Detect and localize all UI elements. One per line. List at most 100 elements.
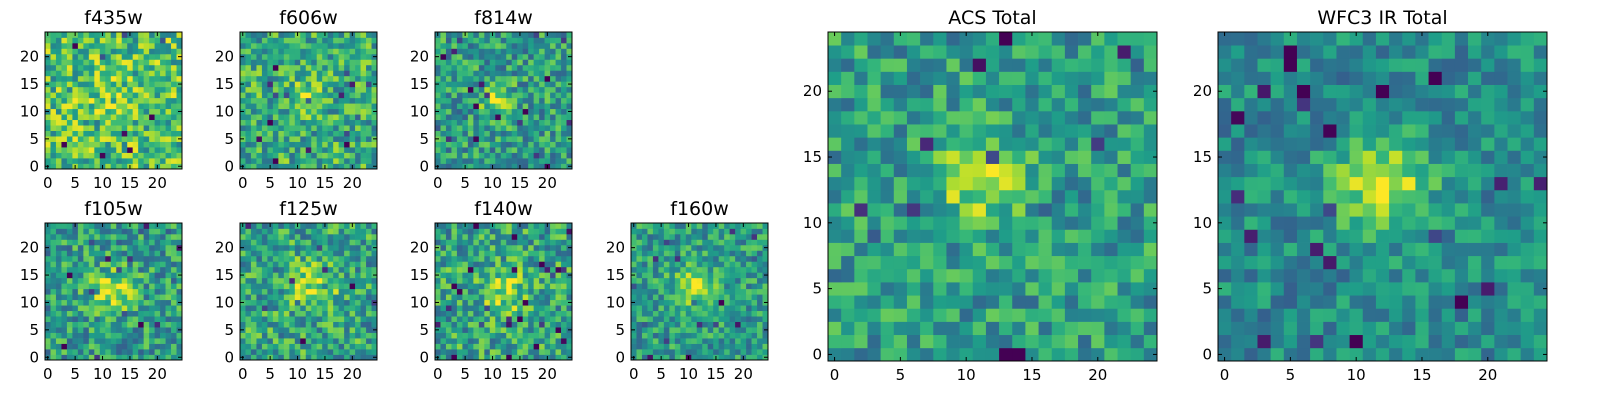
heatmap-cell <box>272 239 279 246</box>
heatmap-cell <box>77 114 84 121</box>
heatmap-cell <box>685 321 692 328</box>
heatmap-cell <box>674 255 681 262</box>
heatmap-cell <box>451 239 458 246</box>
heatmap-cell <box>550 64 556 71</box>
heatmap-cell <box>110 288 117 295</box>
heatmap-cell <box>735 266 741 273</box>
heatmap-cell <box>1104 216 1118 230</box>
heatmap-cell <box>718 233 725 240</box>
heatmap-cell <box>500 239 507 246</box>
heatmap-cell <box>283 327 290 333</box>
heatmap-cell <box>72 272 79 279</box>
heatmap-cell <box>349 233 356 240</box>
heatmap-cell <box>1130 295 1145 309</box>
heatmap-cell <box>154 299 161 306</box>
heatmap-cell <box>985 268 1000 283</box>
heatmap-cell <box>256 70 263 77</box>
heatmap-cell <box>110 316 117 322</box>
heatmap-cell <box>83 37 90 44</box>
heatmap-cell <box>245 103 252 110</box>
heatmap-cell <box>506 86 513 93</box>
heatmap-cell <box>1117 176 1132 191</box>
heatmap-cell <box>636 228 643 235</box>
heatmap-cell <box>696 332 703 339</box>
heatmap-cell <box>272 53 279 60</box>
heatmap-cell <box>283 108 290 115</box>
heatmap-cell <box>478 272 485 279</box>
heatmap-cell <box>66 64 73 71</box>
heatmap-cell <box>451 130 458 137</box>
heatmap-cell <box>1091 203 1105 217</box>
heatmap-cell <box>946 229 960 243</box>
heatmap-cell <box>740 255 747 262</box>
heatmap-cell <box>327 48 334 55</box>
heatmap-cell <box>165 294 172 301</box>
heatmap-cell <box>533 92 540 99</box>
heatmap-cell <box>544 70 551 77</box>
heatmap-cell <box>349 266 356 273</box>
heatmap-cell <box>83 349 90 355</box>
heatmap-cell <box>511 75 518 82</box>
x-tick-label: 5 <box>460 365 470 383</box>
heatmap-cell <box>691 310 698 317</box>
heatmap-cell <box>740 349 747 355</box>
heatmap-cell <box>83 316 90 322</box>
heatmap-cell <box>959 189 974 204</box>
x-tick-label: 15 <box>510 365 529 383</box>
heatmap-cell <box>45 125 51 131</box>
heatmap-cell <box>50 327 57 333</box>
heatmap-cell <box>316 299 323 306</box>
heatmap-cell <box>72 152 79 159</box>
heatmap-cell <box>999 321 1013 336</box>
heatmap-cell <box>127 283 134 290</box>
heatmap-cell <box>533 48 540 55</box>
heatmap-cell <box>724 316 730 322</box>
heatmap-cell <box>985 229 1000 243</box>
heatmap-cell <box>316 223 323 229</box>
heatmap-cell <box>45 316 51 322</box>
heatmap-cell <box>561 233 567 240</box>
heatmap-cell <box>985 347 1000 362</box>
heatmap-cell <box>1104 295 1118 309</box>
x-tick-label: 10 <box>483 365 502 383</box>
heatmap-cell <box>267 70 274 77</box>
heatmap-cell <box>327 233 334 240</box>
heatmap-cell <box>473 125 480 131</box>
heatmap-cell <box>138 299 144 306</box>
heatmap-cell <box>316 261 323 268</box>
heatmap-cell <box>110 261 117 268</box>
heatmap-cell <box>261 349 268 355</box>
y-tick-label: 20 <box>215 239 234 257</box>
heatmap-cell <box>316 354 323 361</box>
heatmap-cell <box>533 75 540 82</box>
heatmap-cell <box>456 152 463 159</box>
heatmap-cell <box>1051 308 1066 322</box>
heatmap-cell <box>127 294 134 301</box>
heatmap-cell <box>250 310 257 317</box>
heatmap-cell <box>333 119 339 126</box>
heatmap-cell <box>256 92 263 99</box>
heatmap-cell <box>1051 268 1066 283</box>
heatmap-cell <box>561 239 567 246</box>
heatmap-cell <box>256 266 263 273</box>
heatmap-cell <box>250 338 257 344</box>
heatmap-cell <box>240 75 246 82</box>
heatmap-cell <box>561 114 567 121</box>
heatmap-cell <box>105 130 112 137</box>
heatmap-cell <box>550 147 556 153</box>
heatmap-cell <box>338 125 345 131</box>
heatmap-cell <box>110 136 117 142</box>
heatmap-cell <box>88 119 95 126</box>
heatmap-cell <box>360 327 367 333</box>
heatmap-cell <box>445 349 452 355</box>
heatmap-cell <box>1025 216 1039 230</box>
heatmap-cell <box>344 332 350 339</box>
heatmap-cell <box>555 97 562 104</box>
heatmap-cell <box>511 97 518 104</box>
heatmap-cell <box>484 70 491 77</box>
heatmap-cell <box>751 338 758 344</box>
heatmap-cell <box>55 108 62 115</box>
heatmap-cell <box>272 92 279 99</box>
heatmap-cell <box>1078 255 1092 270</box>
heatmap-cell <box>256 64 263 71</box>
